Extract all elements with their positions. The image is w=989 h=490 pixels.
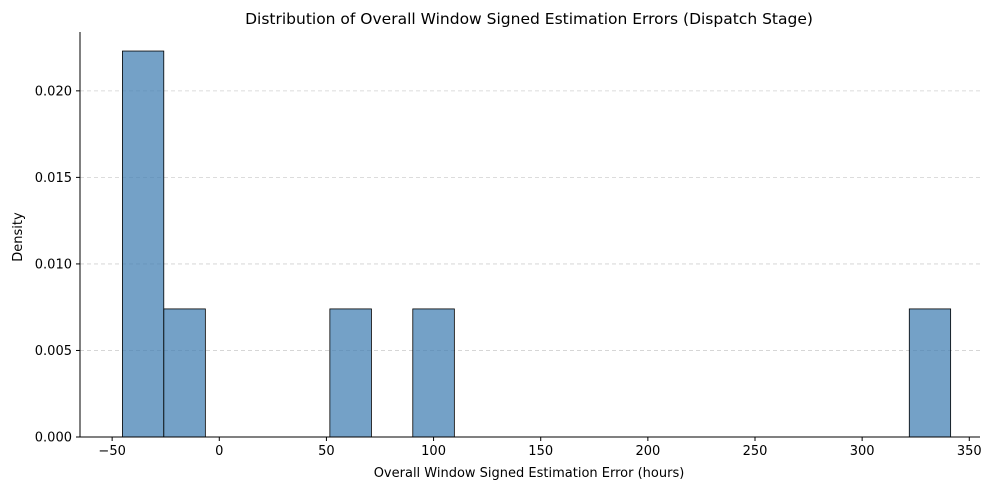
x-tick-label: 50 [318,444,335,459]
chart-title: Distribution of Overall Window Signed Es… [245,10,813,28]
y-tick-label: 0.000 [35,431,72,446]
x-tick-label: 150 [528,444,553,459]
y-tick-label: 0.010 [35,257,72,272]
histogram-bar [412,308,455,438]
grid-lines [80,90,980,351]
y-tick-label: 0.020 [35,84,72,99]
histogram-bars [122,50,952,438]
x-tick-label: 100 [421,444,446,459]
histogram-bar [908,308,952,438]
axes [79,32,980,438]
x-tick-label: 300 [850,444,875,459]
histogram-bar [163,308,206,438]
x-tick-label: 350 [957,444,982,459]
y-axis-ticks: 0.000 0.005 0.010 0.015 0.020 [35,84,80,446]
y-tick-label: 0.005 [35,344,72,359]
x-tick-label: −50 [98,444,125,459]
y-tick-label: 0.015 [35,171,72,186]
histogram-bar [329,308,372,438]
x-axis-ticks: −50 0 50 100 150 200 250 300 350 [98,437,982,459]
x-axis-label: Overall Window Signed Estimation Error (… [374,466,685,481]
x-tick-label: 200 [635,444,660,459]
x-tick-label: 250 [743,444,768,459]
x-tick-label: 0 [215,444,223,459]
y-axis-label: Density [11,212,26,262]
histogram-bar [122,50,165,438]
